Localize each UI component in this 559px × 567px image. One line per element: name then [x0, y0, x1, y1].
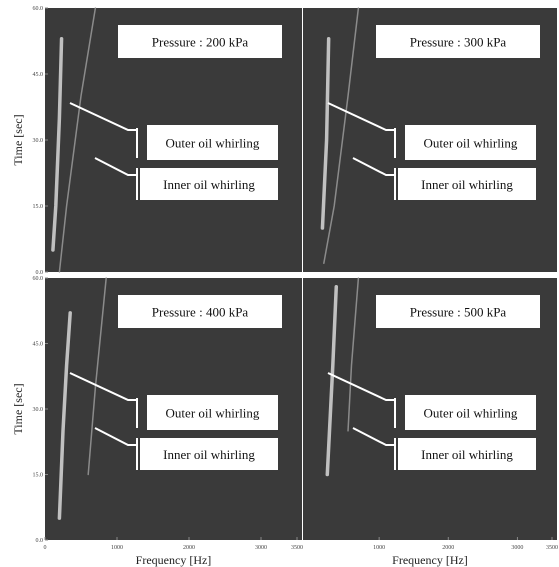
x-axis-label: Frequency [Hz] [136, 553, 212, 567]
y-tick-label: 45.0 [33, 342, 44, 348]
y-tick-label: 15.0 [33, 473, 44, 479]
x-tick-label: 1000 [373, 545, 385, 551]
annotation: Pressure : 200 kPa [152, 35, 249, 50]
annotation: Outer oil whirling [166, 406, 260, 421]
x-tick-label: 2000 [442, 545, 454, 551]
y-tick-label: 30.0 [33, 407, 44, 413]
y-axis-label: Time [sec] [11, 383, 25, 434]
x-axis-label: Frequency [Hz] [392, 553, 468, 567]
y-tick-label: 0.0 [36, 538, 44, 544]
y-tick-label: 45.0 [33, 72, 44, 78]
y-tick-label: 60.0 [33, 6, 44, 12]
y-tick-label: 15.0 [33, 204, 44, 210]
x-tick-label: 2000 [183, 545, 195, 551]
x-tick-label: 3500 [291, 545, 303, 551]
annotation: Outer oil whirling [424, 406, 518, 421]
y-tick-label: 30.0 [33, 138, 44, 144]
x-tick-label: 3500 [546, 545, 558, 551]
annotation: Outer oil whirling [166, 136, 260, 151]
figure: 0.0 15.0 30.0 45.0 60.0 Time [sec] Pressure : … [0, 0, 559, 567]
y-axis-label: Time [sec] [11, 114, 25, 165]
y-tick-label: 60.0 [33, 276, 44, 282]
annotation: Inner oil whirling [163, 447, 255, 462]
x-tick-label: 3000 [255, 545, 267, 551]
x-tick-label: 3000 [511, 545, 523, 551]
annotation: Pressure : 400 kPa [152, 305, 249, 320]
annotation: Inner oil whirling [163, 177, 255, 192]
annotation: Pressure : 500 kPa [410, 305, 507, 320]
annotation: Pressure : 300 kPa [410, 35, 507, 50]
annotation: Inner oil whirling [421, 447, 513, 462]
annotation: Inner oil whirling [421, 177, 513, 192]
annotation: Outer oil whirling [424, 136, 518, 151]
x-tick-label: 1000 [111, 545, 123, 551]
x-tick-label: 0 [44, 545, 47, 551]
